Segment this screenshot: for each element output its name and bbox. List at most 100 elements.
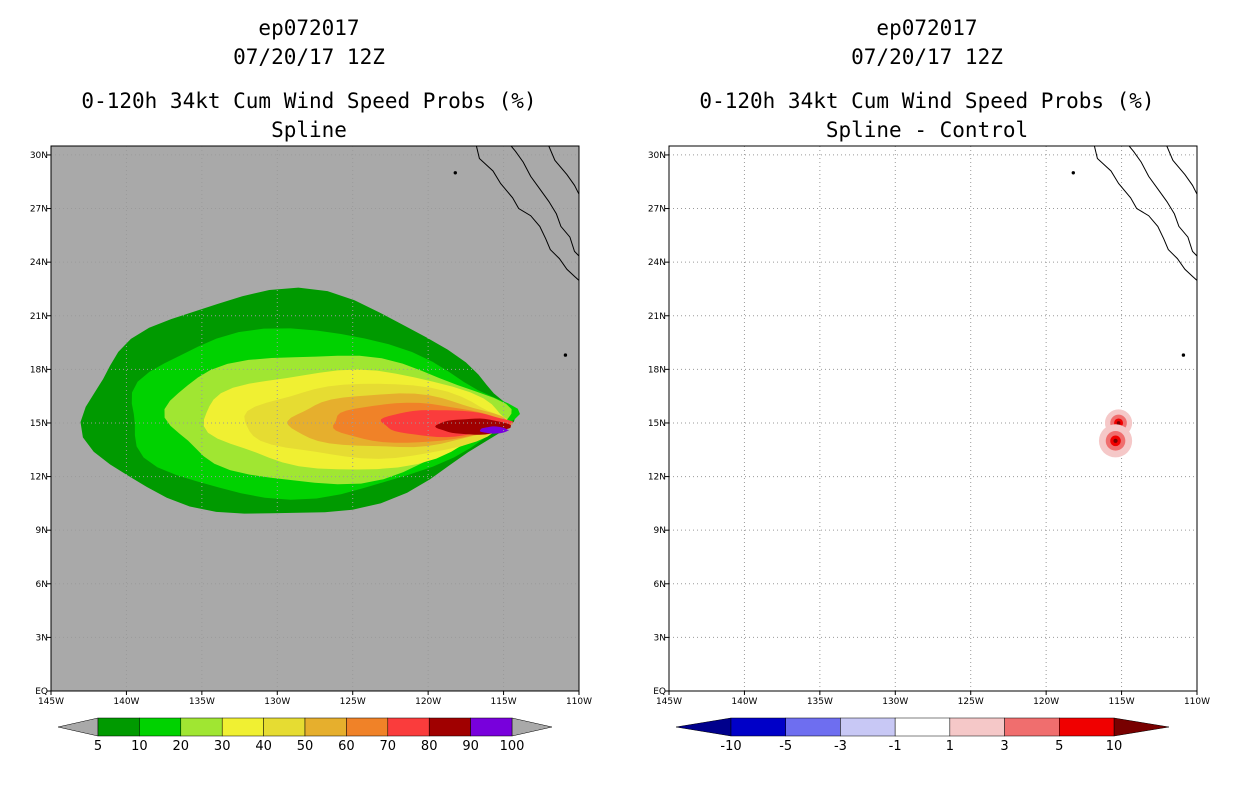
- guadalupe-island: [453, 171, 457, 175]
- lon-tick-label: 135W: [189, 697, 215, 707]
- lon-tick-label: 130W: [264, 697, 290, 707]
- socorro-island: [563, 353, 568, 357]
- colorbar: 5 10 20 30 40 50 60 70 80 90 100: [57, 717, 553, 754]
- left-title: ep072017 07/20/17 12Z 0-120h 34kt Cum Wi…: [0, 14, 618, 145]
- map-frame: [50, 145, 580, 692]
- colorbar-swatch: [304, 717, 347, 737]
- lat-tick-label: 30N: [30, 151, 48, 161]
- colorbar-swatch: [263, 717, 306, 737]
- colorbar-label: 100: [500, 739, 525, 754]
- colorbar-label: -10: [720, 739, 741, 754]
- colorbar-label: 10: [1106, 739, 1123, 754]
- lon-tick-label: 115W: [491, 697, 517, 707]
- guadalupe-island: [1071, 171, 1075, 175]
- left-title-product: 0-120h 34kt Cum Wind Speed Probs (%): [81, 89, 537, 113]
- right-title-storm: ep072017: [876, 16, 978, 40]
- colorbar-label: 90: [462, 739, 479, 754]
- baja-west-coast-line: [475, 146, 579, 282]
- colorbar-swatch: [840, 717, 896, 737]
- colorbar-swatch: [428, 717, 471, 737]
- lon-tick-label: 125W: [958, 697, 984, 707]
- colorbar-swatch: [346, 717, 389, 737]
- colorbar-swatch: [139, 717, 182, 737]
- lon-tick-label: 115W: [1109, 697, 1135, 707]
- colorbar-label: 5: [94, 739, 102, 754]
- lat-tick-label: 21N: [648, 312, 666, 322]
- colorbar-right-arrow: [1113, 717, 1170, 737]
- colorbar-label: 40: [255, 739, 272, 754]
- lon-tick-label: 125W: [340, 697, 366, 707]
- lat-tick-label: 15N: [30, 419, 48, 429]
- colorbar-label: 10: [131, 739, 148, 754]
- colorbar-swatch: [730, 717, 786, 737]
- colorbar-label: -1: [889, 739, 902, 754]
- map-frame: [668, 145, 1198, 692]
- lat-tick-label: 15N: [648, 419, 666, 429]
- anomaly-1-level-10: [1113, 438, 1118, 443]
- mainland-coast-line: [1166, 146, 1197, 195]
- left-title-storm: ep072017: [258, 16, 360, 40]
- lat-tick-label: 24N: [30, 258, 48, 268]
- mainland-coast-line: [548, 146, 579, 195]
- colorbar-swatch: [221, 717, 264, 737]
- lon-tick-label: 145W: [656, 697, 682, 707]
- colorbar-label: 70: [380, 739, 397, 754]
- coastline: [453, 146, 579, 357]
- lat-tick-label: 3N: [654, 633, 666, 643]
- colorbar-swatch: [949, 717, 1005, 737]
- right-title-date: 07/20/17 12Z: [851, 45, 1003, 69]
- lon-tick-label: 145W: [38, 697, 64, 707]
- lat-tick-label: 27N: [648, 205, 666, 215]
- colorbar-label: 30: [214, 739, 231, 754]
- colorbar-swatch: [785, 717, 841, 737]
- colorbar-label: 3: [1000, 739, 1008, 754]
- lon-tick-label: 130W: [882, 697, 908, 707]
- colorbar-label: 50: [297, 739, 314, 754]
- colorbar-left-arrow: [57, 717, 99, 737]
- lon-tick-label: 120W: [1033, 697, 1059, 707]
- left-title-date: 07/20/17 12Z: [233, 45, 385, 69]
- colorbar-label: 20: [173, 739, 190, 754]
- coastline: [1071, 146, 1197, 357]
- colorbar-label: 60: [338, 739, 355, 754]
- lat-tick-label: 6N: [654, 580, 666, 590]
- baja-west-coast-line: [1093, 146, 1197, 282]
- left-title-method: Spline: [271, 118, 347, 142]
- right-panel: ep072017 07/20/17 12Z 0-120h 34kt Cum Wi…: [618, 0, 1236, 800]
- lat-tick-label: 30N: [648, 151, 666, 161]
- colorbar-left-arrow: [675, 717, 732, 737]
- lat-tick-label: 18N: [30, 365, 48, 375]
- lat-tick-label: 12N: [30, 473, 48, 483]
- colorbar-swatch: [1059, 717, 1115, 737]
- right-title: ep072017 07/20/17 12Z 0-120h 34kt Cum Wi…: [618, 14, 1236, 145]
- colorbar-swatch: [180, 717, 223, 737]
- lat-tick-label: 6N: [36, 580, 48, 590]
- colorbar-swatch: [97, 717, 140, 737]
- lon-tick-label: 120W: [415, 697, 441, 707]
- lat-tick-label: 9N: [654, 526, 666, 536]
- lat-tick-label: 3N: [36, 633, 48, 643]
- lat-tick-label: 21N: [30, 312, 48, 322]
- colorbar-swatch: [470, 717, 513, 737]
- right-title-product: 0-120h 34kt Cum Wind Speed Probs (%): [699, 89, 1155, 113]
- colorbar-swatch: [1004, 717, 1060, 737]
- left-panel: ep072017 07/20/17 12Z 0-120h 34kt Cum Wi…: [0, 14, 618, 754]
- colorbar-label: 1: [946, 739, 954, 754]
- lat-tick-label: 12N: [648, 473, 666, 483]
- lat-tick-label: 24N: [648, 258, 666, 268]
- probability-contours: [80, 287, 521, 514]
- lon-tick-label: 135W: [807, 697, 833, 707]
- right-difference-map: 145W 140W 135W 130W 125W 120W 115W 110W EQ 3N 6N 9N…: [648, 145, 1210, 754]
- lat-tick-label: EQ: [653, 687, 666, 697]
- colorbar-label: 80: [421, 739, 438, 754]
- lon-tick-label: 140W: [113, 697, 139, 707]
- anomaly-0-level-10: [1116, 421, 1121, 425]
- colorbar-right-arrow: [511, 717, 553, 737]
- difference-anomalies: [1098, 409, 1133, 458]
- colorbar-swatch: [894, 717, 951, 737]
- lat-tick-label: 18N: [648, 365, 666, 375]
- colorbar-label: -3: [834, 739, 847, 754]
- contour-90-percent: [479, 426, 509, 434]
- lon-tick-label: 140W: [731, 697, 757, 707]
- grid-lines: [669, 146, 1197, 691]
